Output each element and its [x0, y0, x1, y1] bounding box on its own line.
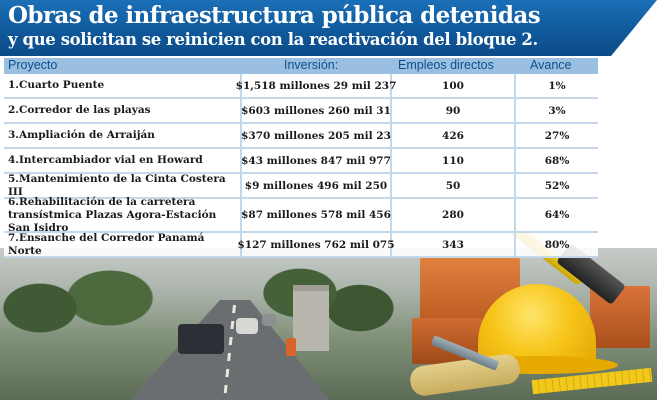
page-subtitle: y que solicitan se reinicien con la reac… [8, 30, 538, 49]
table-row: 1.Cuarto Puente $1,518 millones 29 mil 2… [4, 74, 598, 99]
column-header-project: Proyecto [8, 58, 58, 72]
cell-progress: 68% [544, 154, 570, 167]
cell-progress: 3% [548, 104, 566, 117]
cell-project: 3.Ampliación de Arraiján [8, 129, 155, 141]
cell-investment: $370 millones 205 mil 23 [241, 129, 391, 142]
cell-progress: 1% [548, 79, 566, 92]
projects-table: Proyecto Inversión: Empleos directos Ava… [4, 58, 598, 258]
traffic-cone-icon [286, 338, 296, 356]
car-icon [262, 314, 276, 326]
table-row: 3.Ampliación de Arraiján $370 millones 2… [4, 124, 598, 149]
cell-investment: $9 millones 496 mil 250 [244, 179, 388, 192]
cell-investment: $127 millones 762 mil 075 [237, 238, 395, 251]
table-header-row: Proyecto Inversión: Empleos directos Ava… [4, 58, 598, 74]
header-banner: Obras de infraestructura pública detenid… [0, 0, 657, 56]
car-icon [178, 324, 224, 354]
cell-investment: $603 millones 260 mil 31 [241, 104, 391, 117]
column-header-progress: Avance [530, 58, 572, 72]
bridge-pillar [293, 285, 329, 351]
cell-project: 7.Ensanche del Corredor Panamá Norte [8, 231, 205, 257]
cell-project: 1.Cuarto Puente [8, 79, 105, 91]
car-icon [236, 318, 258, 334]
cell-project: 2.Corredor de las playas [8, 104, 151, 116]
cell-jobs: 110 [442, 154, 464, 167]
cell-jobs: 90 [445, 104, 461, 117]
cell-project: 6.Rehabilitación de la carretera transís… [8, 195, 217, 234]
cell-investment: $1,518 millones 29 mil 237 [235, 79, 397, 92]
page-title: Obras de infraestructura pública detenid… [8, 2, 541, 29]
cell-progress: 80% [544, 238, 570, 251]
table-row: 5.Mantenimiento de la Cinta Costera III … [4, 172, 598, 199]
column-header-investment: Inversión: [284, 58, 339, 72]
cell-investment: $43 millones 847 mil 977 [241, 154, 391, 167]
table-row: 2.Corredor de las playas $603 millones 2… [4, 99, 598, 124]
cell-jobs: 100 [442, 79, 464, 92]
cell-progress: 64% [544, 209, 570, 221]
cell-jobs: 426 [442, 129, 464, 142]
cell-progress: 52% [544, 179, 570, 192]
table-row: 7.Ensanche del Corredor Panamá Norte $12… [4, 231, 598, 258]
cell-progress: 27% [544, 129, 570, 142]
column-header-jobs: Empleos directos [398, 58, 494, 72]
cell-jobs: 343 [442, 238, 464, 251]
cell-jobs: 280 [442, 209, 464, 221]
cell-project: 5.Mantenimiento de la Cinta Costera III [8, 172, 226, 198]
cell-jobs: 50 [445, 179, 461, 192]
table-row: 6.Rehabilitación de la carretera transís… [4, 195, 598, 234]
cell-investment: $87 millones 578 mil 456 [241, 209, 391, 221]
cell-project: 4.Intercambiador vial en Howard [8, 154, 203, 166]
table-row: 4.Intercambiador vial en Howard $43 mill… [4, 149, 598, 174]
